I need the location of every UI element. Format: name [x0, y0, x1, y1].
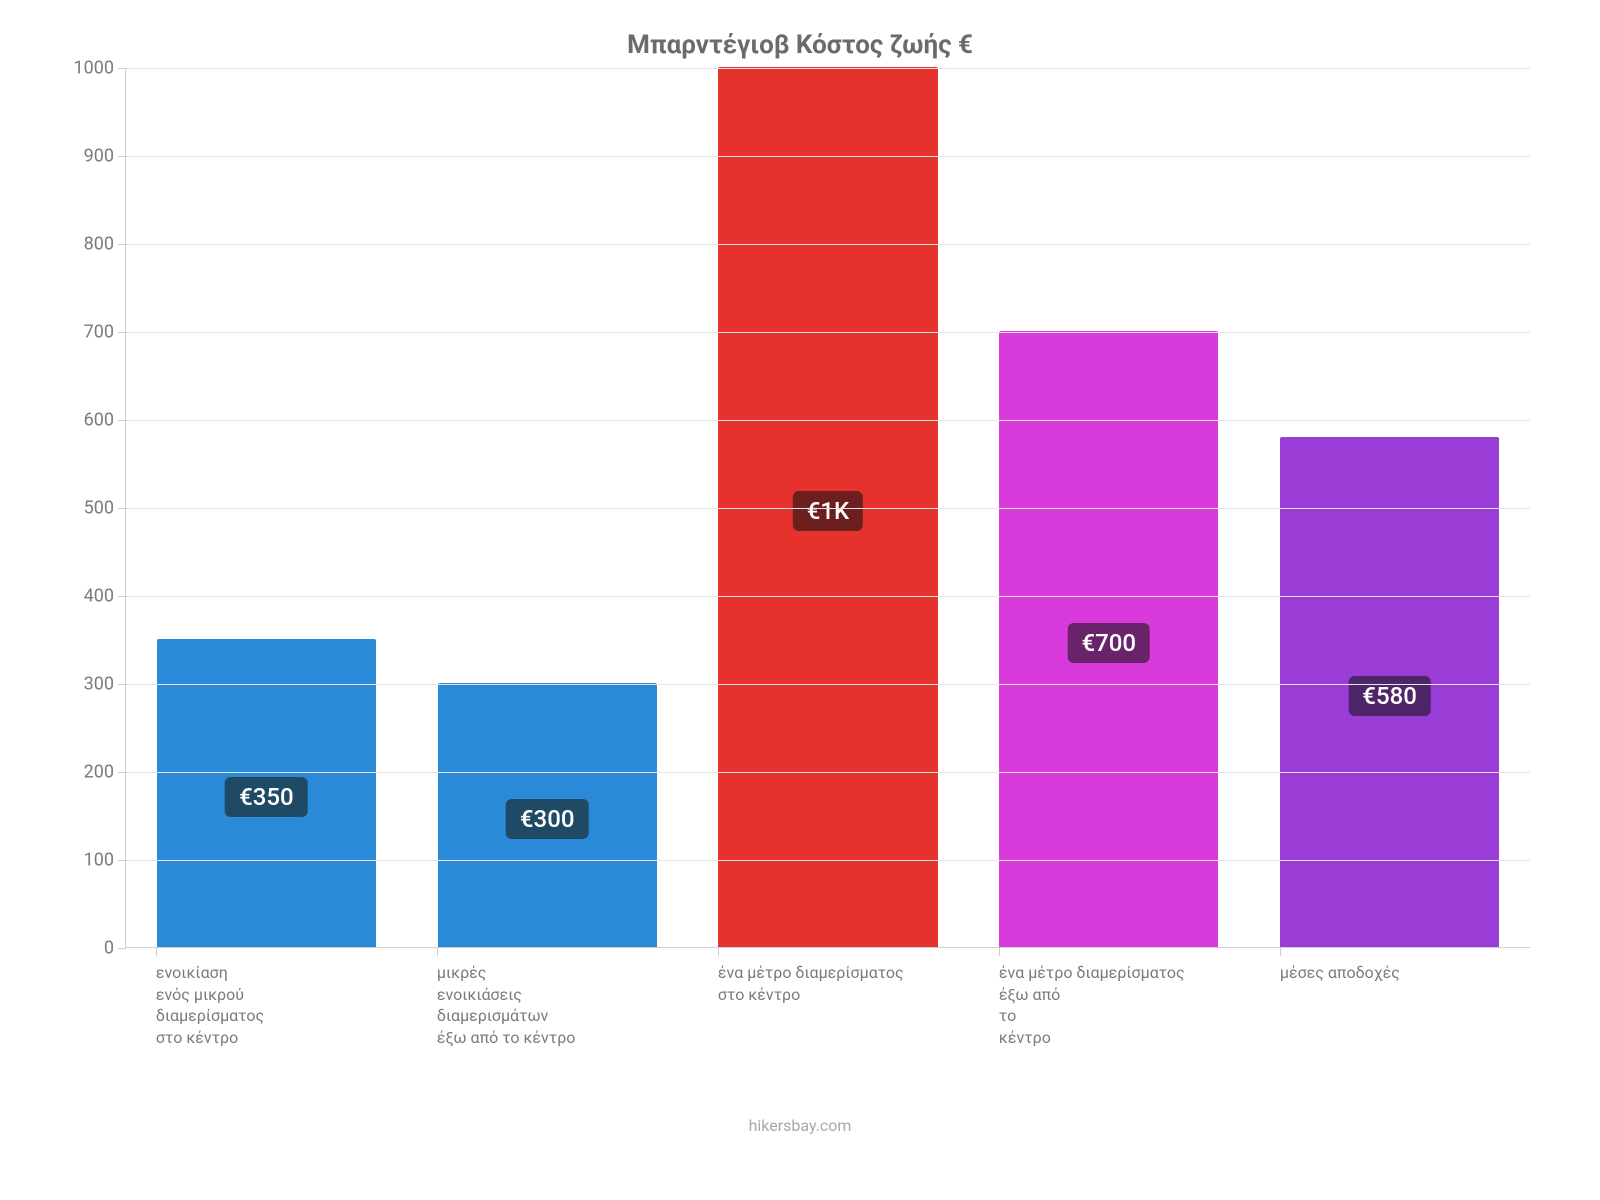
y-tick-label: 500	[84, 498, 126, 519]
bar: €700	[999, 331, 1218, 947]
y-tick-label: 200	[84, 762, 126, 783]
grid-line	[126, 772, 1530, 773]
bar-value-label: €700	[1068, 623, 1151, 663]
bar: €350	[157, 639, 376, 947]
bar: €1K	[718, 67, 937, 947]
x-tick-mark	[1280, 948, 1281, 956]
x-tick-mark	[718, 948, 719, 956]
x-tick-mark	[437, 948, 438, 956]
attribution-text: hikersbay.com	[40, 1116, 1560, 1135]
grid-line	[126, 156, 1530, 157]
grid-line	[126, 508, 1530, 509]
bar: €300	[438, 683, 657, 947]
bar-value-label: €580	[1348, 676, 1431, 716]
x-axis-label: ενοικίαση ενός μικρού διαμερίσματος στο …	[156, 962, 375, 1048]
chart-title: Μπαρντέγιοβ Κόστος ζωής €	[40, 30, 1560, 60]
grid-line	[126, 420, 1530, 421]
y-tick-label: 600	[84, 410, 126, 431]
x-axis-labels: ενοικίαση ενός μικρού διαμερίσματος στο …	[125, 948, 1530, 1108]
grid-line	[126, 684, 1530, 685]
y-tick-label: 700	[84, 322, 126, 343]
y-tick-label: 1000	[74, 58, 126, 79]
x-axis-label: μέσες αποδοχές	[1280, 962, 1499, 984]
y-tick-label: 400	[84, 586, 126, 607]
y-tick-label: 0	[104, 938, 126, 959]
bar-value-label: €1K	[793, 491, 863, 531]
grid-line	[126, 68, 1530, 69]
y-tick-label: 300	[84, 674, 126, 695]
chart-container: Μπαρντέγιοβ Κόστος ζωής € €350 €300 €1K €70…	[0, 0, 1600, 1200]
x-axis-label: μικρές ενοικιάσεις διαμερισμάτων έξω από…	[437, 962, 656, 1048]
grid-line	[126, 596, 1530, 597]
x-tick-mark	[156, 948, 157, 956]
grid-line	[126, 860, 1530, 861]
grid-line	[126, 244, 1530, 245]
bar-value-label: €350	[225, 777, 308, 817]
x-tick-mark	[999, 948, 1000, 956]
y-tick-label: 100	[84, 850, 126, 871]
bar: €580	[1280, 437, 1499, 947]
plot-area: €350€300€1K€700€580 01002003004005006007…	[125, 68, 1530, 948]
y-tick-label: 800	[84, 234, 126, 255]
x-axis-label: ένα μέτρο διαμερίσματος έξω από το κέντρ…	[999, 962, 1218, 1048]
bar-value-label: €300	[506, 799, 589, 839]
x-axis-label: ένα μέτρο διαμερίσματος στο κέντρο	[718, 962, 937, 1005]
y-tick-label: 900	[84, 146, 126, 167]
grid-line	[126, 332, 1530, 333]
